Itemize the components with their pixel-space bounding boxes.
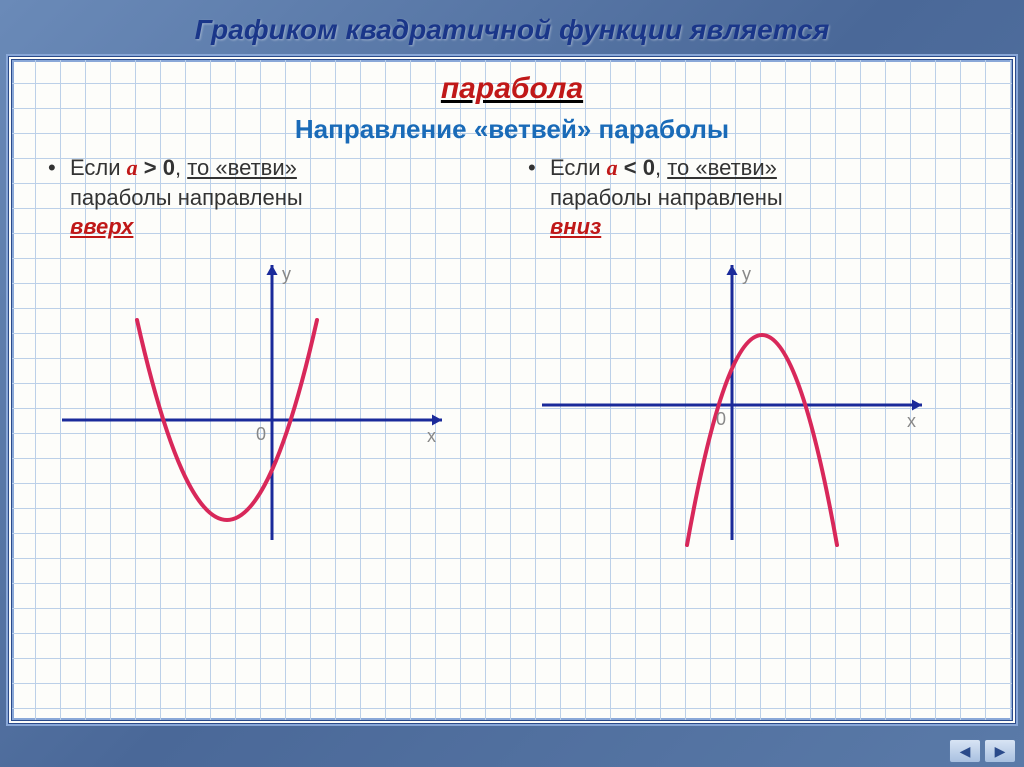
right-prefix: Если xyxy=(550,155,607,180)
right-variable-a: a xyxy=(607,155,618,180)
left-chart: у х 0 xyxy=(42,250,502,565)
right-keyword: вниз xyxy=(550,214,601,239)
content-area: парабола Направление «ветвей» параболы Е… xyxy=(12,60,1012,720)
left-uline: то «ветви» xyxy=(187,155,297,180)
right-mid: , xyxy=(655,155,667,180)
subtitle: парабола xyxy=(42,72,982,106)
next-button[interactable]: ▶ xyxy=(984,739,1016,763)
section-heading: Направление «ветвей» параболы xyxy=(42,114,982,145)
right-parabola-svg: у х 0 xyxy=(522,250,942,560)
slide-title: Графиком квадратичной функции является xyxy=(8,8,1016,56)
two-column-layout: Если a > 0, то «ветви» параболы направле… xyxy=(42,153,982,565)
left-keyword: вверх xyxy=(70,214,133,239)
left-column: Если a > 0, то «ветви» параболы направле… xyxy=(42,153,502,565)
left-bullet: Если a > 0, то «ветви» параболы направле… xyxy=(42,153,502,242)
prev-button[interactable]: ◀ xyxy=(949,739,981,763)
left-mid: , xyxy=(175,155,187,180)
left-condition: > 0 xyxy=(138,155,175,180)
right-bullet: Если a < 0, то «ветви» параболы направле… xyxy=(522,153,982,242)
svg-text:х: х xyxy=(427,426,436,446)
left-prefix: Если xyxy=(70,155,127,180)
right-line2: параболы направлены xyxy=(550,185,783,210)
svg-text:у: у xyxy=(742,264,751,284)
content-panel: парабола Направление «ветвей» параболы Е… xyxy=(8,56,1016,724)
left-line2: параболы направлены xyxy=(70,185,303,210)
section-heading-text: Направление «ветвей» параболы xyxy=(295,114,729,144)
slide-frame: Графиком квадратичной функции является п… xyxy=(0,0,1024,767)
svg-text:0: 0 xyxy=(256,424,266,444)
subtitle-text: парабола xyxy=(441,72,583,105)
svg-text:х: х xyxy=(907,411,916,431)
left-variable-a: a xyxy=(127,155,138,180)
right-uline: то «ветви» xyxy=(667,155,777,180)
svg-text:у: у xyxy=(282,264,291,284)
svg-text:0: 0 xyxy=(716,409,726,429)
left-parabola-svg: у х 0 xyxy=(42,250,462,560)
nav-controls: ◀ ▶ xyxy=(949,739,1016,763)
right-column: Если a < 0, то «ветви» параболы направле… xyxy=(522,153,982,565)
right-condition: < 0 xyxy=(618,155,655,180)
right-chart: у х 0 xyxy=(522,250,982,565)
